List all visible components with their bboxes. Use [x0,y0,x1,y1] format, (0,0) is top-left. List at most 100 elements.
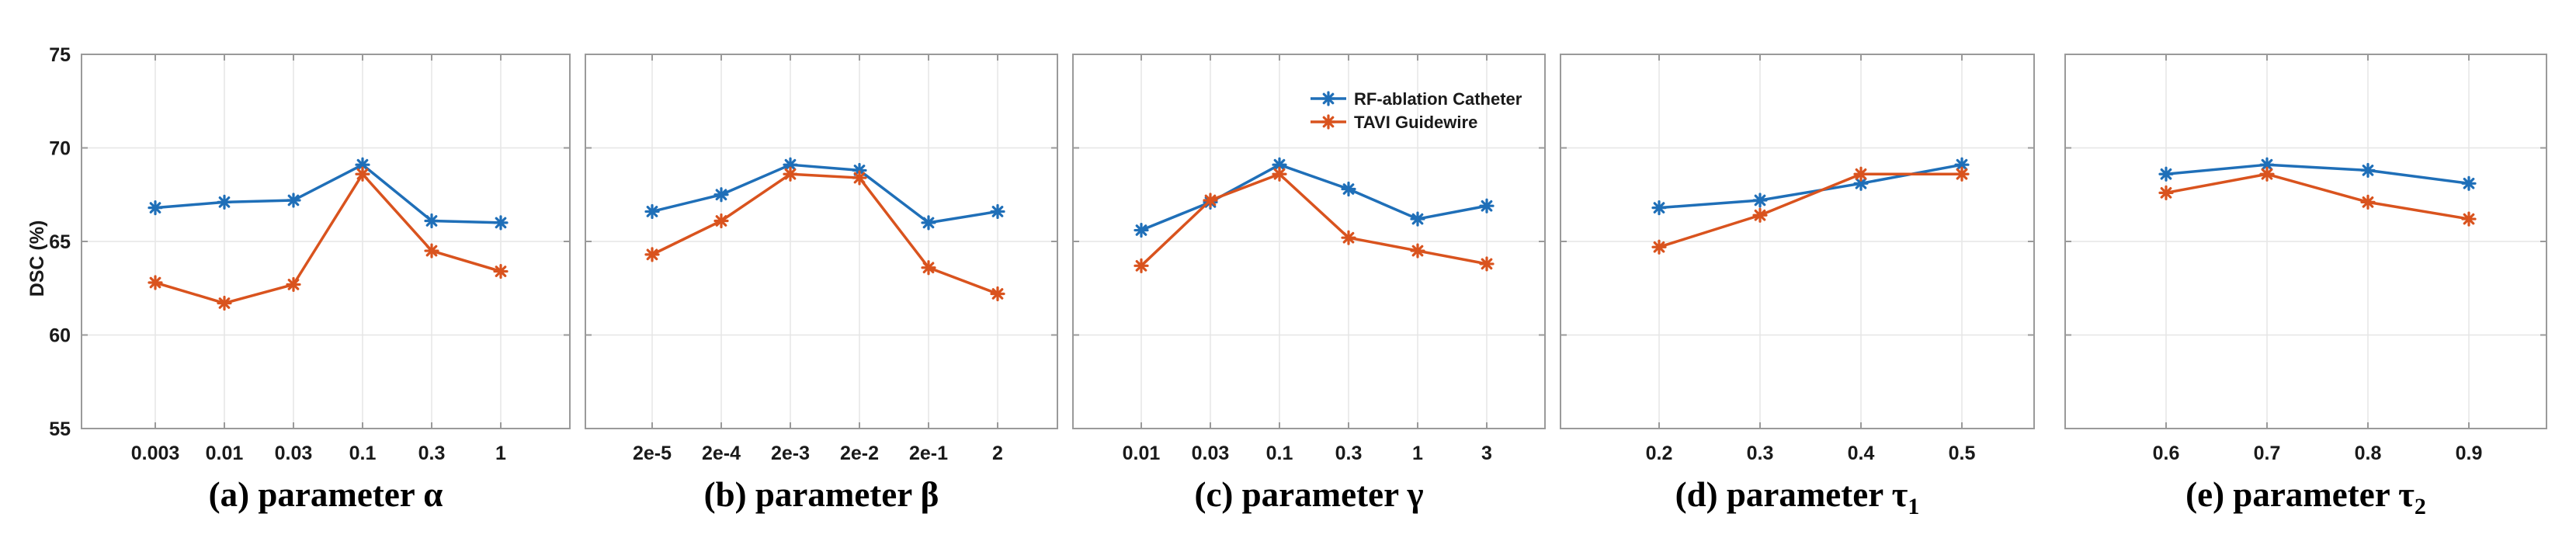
data-point-series-2 [2360,194,2376,210]
series-line-1 [2165,163,2470,186]
x-tick-label: 0.6 [2153,443,2180,464]
data-point-series-2 [355,166,370,182]
data-point-series-2 [1651,239,1667,255]
x-tick-label: 0.01 [1123,443,1161,464]
data-point-series-1 [990,203,1005,220]
data-point-series-2 [2461,211,2477,227]
data-point-series-1 [493,215,509,231]
panel-caption: (a) parameter α [209,475,443,514]
asterisk-icon [1321,91,1336,106]
data-point-series-1 [644,203,660,220]
data-point-series-1 [2360,162,2376,179]
asterisk-icon [1321,114,1336,130]
series-line-1 [1140,163,1488,232]
data-point-series-2 [644,247,660,262]
data-point-series-2 [1272,166,1287,182]
y-axis-label: DSC (%) [26,220,48,297]
data-point-series-2 [493,263,509,279]
panel-caption: (b) parameter β [704,475,939,514]
chart-panel-5: 0.6 0.7 0.8 0.9 (e) parameter τ2 [2064,54,2547,519]
series-line-2 [1140,172,1488,267]
data-point-series-1 [1479,198,1495,213]
series-line-1 [154,163,502,224]
data-point-series-2 [286,276,301,293]
data-point-series-2 [1410,243,1425,259]
data-point-series-1 [1341,181,1356,197]
data-point-series-2 [852,170,867,186]
data-point-series-2 [1203,193,1218,208]
panels: 0.003 0.01 0.03 0.1 0.3 1 55 60 65 70 75 (a) parame… [49,44,2547,519]
data-point-series-1 [1752,193,1768,208]
data-point-series-1 [1954,157,1970,172]
chart-panel-2: 2e-5 2e-4 2e-3 2e-2 2e-1 2 (b) parameter β [585,54,1058,514]
data-point-series-1 [2461,175,2477,191]
data-point-series-2 [921,260,936,276]
x-tick-label: 0.3 [1747,443,1774,464]
legend-label-2: TAVI Guidewire [1354,113,1477,132]
data-point-series-2 [1954,166,1970,182]
legend: RF-ablation Catheter TAVI Guidewire [1311,89,1522,132]
y-tick-label: 70 [49,138,71,160]
x-tick-label: 2e-4 [702,443,741,464]
series-line-1 [651,163,998,224]
data-point-series-1 [713,187,729,203]
data-point-series-2 [783,166,798,182]
x-tick-label: 0.01 [206,443,244,464]
x-tick-label: 2e-3 [771,443,810,464]
x-tick-label: 2e-5 [633,443,672,464]
data-point-series-2 [1134,258,1149,273]
chart-panel-4: 0.2 0.3 0.4 0.5 (d) parameter τ1 [1560,54,2035,519]
data-point-series-1 [148,200,163,216]
data-point-series-1 [921,215,936,231]
series-line-2 [1658,172,1962,248]
data-point-series-2 [1853,166,1869,182]
series-line-2 [651,172,998,296]
x-tick-label: 0.003 [131,443,180,464]
x-tick-label: 2e-2 [840,443,879,464]
x-tick-label: 2 [992,443,1003,464]
x-tick-label: 0.03 [275,443,313,464]
y-tick-label: 65 [49,231,71,253]
chart-panel-1: 0.003 0.01 0.03 0.1 0.3 1 55 60 65 70 75 (a) parame… [49,44,571,514]
x-tick-label: 0.1 [1266,443,1293,464]
chart-panel-3: 0.01 0.03 0.1 0.3 1 3 RF-ablation Catheter TAVI… [1072,54,1546,514]
data-point-series-1 [355,157,370,172]
x-tick-label: 0.3 [418,443,446,464]
data-point-series-1 [2259,157,2275,172]
y-tick-label: 75 [49,44,71,66]
x-tick-label: 0.2 [1646,443,1673,464]
data-point-series-2 [1479,256,1495,272]
data-point-series-2 [1752,207,1768,223]
data-point-series-2 [2158,185,2174,200]
data-point-series-1 [2158,166,2174,182]
x-tick-label: 1 [495,443,506,464]
x-tick-label: 0.9 [2456,443,2483,464]
data-point-series-2 [713,213,729,229]
x-tick-label: 0.4 [1848,443,1875,464]
data-point-series-1 [1651,200,1667,216]
y-tick-label: 60 [49,325,71,347]
x-tick-label: 0.5 [1949,443,1976,464]
x-tick-label: 3 [1481,443,1492,464]
x-tick-label: 0.7 [2254,443,2281,464]
panel-caption: (d) parameter τ1 [1675,475,1920,519]
data-point-series-1 [1410,211,1425,227]
x-tick-label: 0.8 [2355,443,2382,464]
panel-caption: (e) parameter τ2 [2185,475,2426,519]
legend-label-1: RF-ablation Catheter [1354,89,1522,109]
x-tick-label: 1 [1412,443,1423,464]
data-point-series-2 [990,286,1005,302]
data-point-series-1 [217,194,232,210]
y-tick-label: 55 [49,418,71,440]
data-point-series-2 [217,295,232,311]
data-point-series-2 [148,275,163,290]
data-point-series-2 [1341,230,1356,245]
x-tick-label: 0.1 [349,443,377,464]
data-point-series-1 [424,213,439,229]
data-point-series-2 [424,243,439,259]
data-point-series-1 [1134,222,1149,238]
series-line-2 [2165,172,2470,220]
x-tick-label: 0.03 [1192,443,1230,464]
x-tick-label: 0.3 [1335,443,1363,464]
